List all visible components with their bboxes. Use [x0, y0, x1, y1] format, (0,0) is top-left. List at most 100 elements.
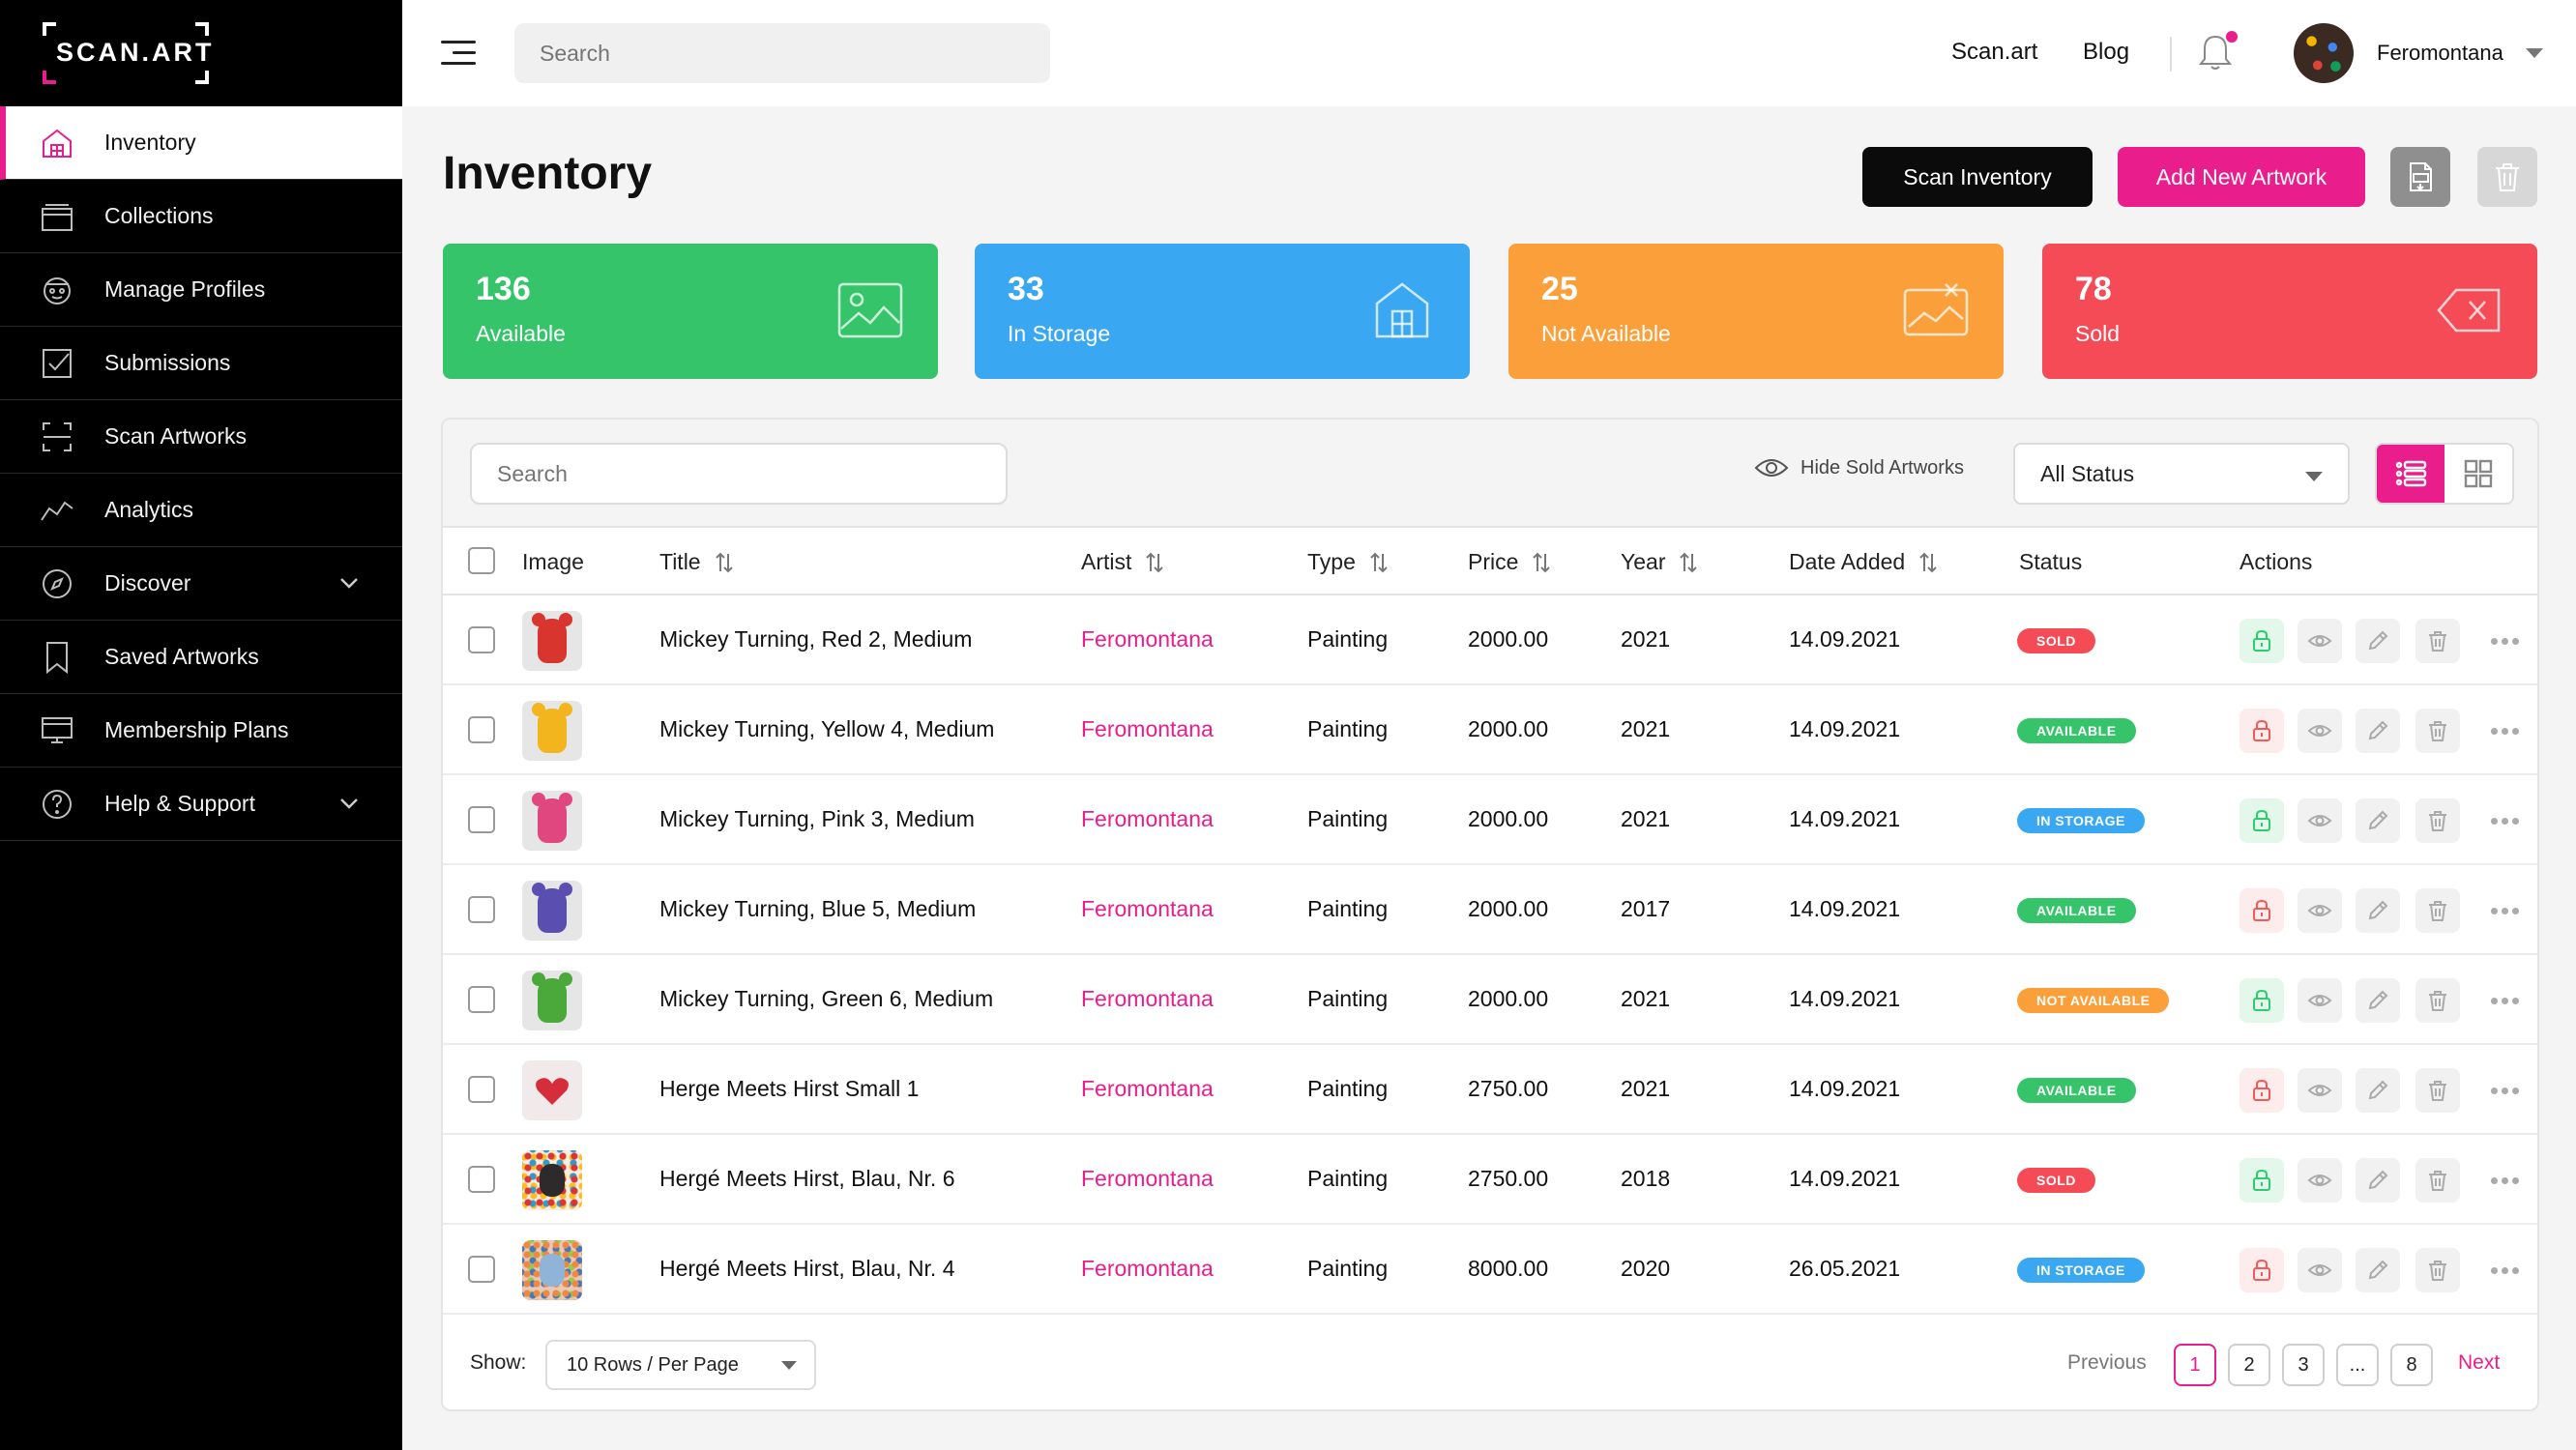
more-options-icon[interactable]: [2491, 638, 2523, 645]
status-filter-select[interactable]: All Status: [2013, 443, 2350, 505]
row-checkbox[interactable]: [468, 986, 495, 1013]
sort-icon[interactable]: [1679, 552, 1698, 573]
lock-icon[interactable]: [2239, 709, 2284, 753]
artwork-title[interactable]: Mickey Turning, Yellow 4, Medium: [659, 716, 995, 741]
edit-icon[interactable]: [2356, 978, 2400, 1023]
artwork-thumbnail[interactable]: [522, 1240, 582, 1300]
sort-icon[interactable]: [1918, 552, 1938, 573]
artist-link[interactable]: Feromontana: [1081, 716, 1214, 741]
page-button-1[interactable]: 1: [2174, 1344, 2216, 1386]
rows-per-page-select[interactable]: 10 Rows / Per Page: [545, 1340, 816, 1390]
bulk-delete-icon[interactable]: [2477, 147, 2537, 207]
view-icon[interactable]: [2298, 619, 2342, 663]
sidebar-item-collections[interactable]: Collections: [0, 180, 402, 253]
view-icon[interactable]: [2298, 1248, 2342, 1292]
artist-link[interactable]: Feromontana: [1081, 626, 1214, 652]
row-checkbox[interactable]: [468, 896, 495, 923]
sidebar-item-submissions[interactable]: Submissions: [0, 327, 402, 400]
lock-icon[interactable]: [2239, 798, 2284, 843]
table-row[interactable]: Mickey Turning, Red 2, Medium Feromontana…: [443, 595, 2537, 685]
artwork-title[interactable]: Mickey Turning, Green 6, Medium: [659, 986, 994, 1011]
artist-link[interactable]: Feromontana: [1081, 1076, 1214, 1101]
table-row[interactable]: Mickey Turning, Pink 3, Medium Feromontan…: [443, 775, 2537, 865]
table-row[interactable]: Herge Meets Hirst Small 1 Feromontana Pain…: [443, 1045, 2537, 1135]
table-search-input[interactable]: [470, 443, 1008, 505]
column-header-title[interactable]: Title: [659, 549, 734, 575]
sidebar-item-saved-artworks[interactable]: Saved Artworks: [0, 621, 402, 694]
user-name[interactable]: Feromontana: [2377, 41, 2503, 65]
more-options-icon[interactable]: [2491, 998, 2523, 1004]
stat-card-not-available[interactable]: 25 Not Available: [1508, 244, 2004, 379]
lock-icon[interactable]: [2239, 888, 2284, 933]
table-row[interactable]: Hergé Meets Hirst, Blau, Nr. 6 Feromontan…: [443, 1135, 2537, 1225]
artwork-title[interactable]: Hergé Meets Hirst, Blau, Nr. 6: [659, 1166, 955, 1191]
delete-icon[interactable]: [2415, 1068, 2460, 1113]
stat-card-in-storage[interactable]: 33 In Storage: [975, 244, 1470, 379]
row-checkbox[interactable]: [468, 1166, 495, 1193]
sidebar-item-scan-artworks[interactable]: Scan Artworks: [0, 400, 402, 474]
page-ellipsis[interactable]: ...: [2336, 1344, 2379, 1386]
delete-icon[interactable]: [2415, 798, 2460, 843]
column-header-year[interactable]: Year: [1621, 549, 1698, 575]
scan-art-link[interactable]: Scan.art: [1951, 39, 2038, 65]
edit-icon[interactable]: [2356, 1248, 2400, 1292]
sort-icon[interactable]: [1369, 552, 1389, 573]
global-search-input[interactable]: [514, 23, 1050, 83]
artwork-title[interactable]: Hergé Meets Hirst, Blau, Nr. 4: [659, 1256, 955, 1281]
list-view-icon[interactable]: [2377, 445, 2444, 503]
sort-icon[interactable]: [715, 552, 734, 573]
artwork-title[interactable]: Mickey Turning, Red 2, Medium: [659, 626, 973, 652]
view-icon[interactable]: [2298, 709, 2342, 753]
chevron-down-icon[interactable]: [338, 793, 360, 814]
page-button-3[interactable]: 3: [2282, 1344, 2325, 1386]
artwork-thumbnail[interactable]: [522, 881, 582, 941]
add-new-artwork-button[interactable]: Add New Artwork: [2118, 147, 2365, 207]
view-icon[interactable]: [2298, 798, 2342, 843]
artwork-title[interactable]: Mickey Turning, Pink 3, Medium: [659, 806, 975, 831]
table-row[interactable]: Mickey Turning, Yellow 4, Medium Feromont…: [443, 685, 2537, 775]
next-page-button[interactable]: Next: [2458, 1351, 2501, 1374]
delete-icon[interactable]: [2415, 978, 2460, 1023]
more-options-icon[interactable]: [2491, 908, 2523, 914]
more-options-icon[interactable]: [2491, 1088, 2523, 1094]
lock-icon[interactable]: [2239, 1068, 2284, 1113]
artist-link[interactable]: Feromontana: [1081, 1166, 1214, 1191]
column-header-artist[interactable]: Artist: [1081, 549, 1164, 575]
artwork-title[interactable]: Mickey Turning, Blue 5, Medium: [659, 896, 977, 921]
view-icon[interactable]: [2298, 978, 2342, 1023]
more-options-icon[interactable]: [2491, 1177, 2523, 1184]
column-header-price[interactable]: Price: [1468, 549, 1551, 575]
artist-link[interactable]: Feromontana: [1081, 896, 1214, 921]
select-all-checkbox[interactable]: [468, 547, 495, 574]
delete-icon[interactable]: [2415, 888, 2460, 933]
grid-view-icon[interactable]: [2444, 445, 2512, 503]
row-checkbox[interactable]: [468, 716, 495, 743]
sidebar-item-inventory[interactable]: Inventory: [0, 106, 402, 180]
artist-link[interactable]: Feromontana: [1081, 1256, 1214, 1281]
delete-icon[interactable]: [2415, 1158, 2460, 1203]
artwork-title[interactable]: Herge Meets Hirst Small 1: [659, 1076, 920, 1101]
edit-icon[interactable]: [2356, 619, 2400, 663]
more-options-icon[interactable]: [2491, 1267, 2523, 1274]
row-checkbox[interactable]: [468, 626, 495, 653]
table-row[interactable]: Hergé Meets Hirst, Blau, Nr. 4 Feromontan…: [443, 1225, 2537, 1315]
lock-icon[interactable]: [2239, 978, 2284, 1023]
blog-link[interactable]: Blog: [2083, 39, 2130, 65]
sidebar-item-analytics[interactable]: Analytics: [0, 474, 402, 547]
artist-link[interactable]: Feromontana: [1081, 806, 1214, 831]
edit-icon[interactable]: [2356, 1158, 2400, 1203]
artwork-thumbnail[interactable]: [522, 701, 582, 761]
sidebar-item-help-support[interactable]: Help & Support: [0, 768, 402, 841]
lock-icon[interactable]: [2239, 1158, 2284, 1203]
table-row[interactable]: Mickey Turning, Blue 5, Medium Feromontan…: [443, 865, 2537, 955]
sidebar-item-manage-profiles[interactable]: Manage Profiles: [0, 253, 402, 327]
row-checkbox[interactable]: [468, 806, 495, 833]
row-checkbox[interactable]: [468, 1076, 495, 1103]
view-icon[interactable]: [2298, 888, 2342, 933]
artwork-thumbnail[interactable]: [522, 791, 582, 851]
more-options-icon[interactable]: [2491, 818, 2523, 825]
view-icon[interactable]: [2298, 1068, 2342, 1113]
page-button-8[interactable]: 8: [2390, 1344, 2433, 1386]
stat-card-available[interactable]: 136 Available: [443, 244, 938, 379]
column-header-date-added[interactable]: Date Added: [1789, 549, 1938, 575]
